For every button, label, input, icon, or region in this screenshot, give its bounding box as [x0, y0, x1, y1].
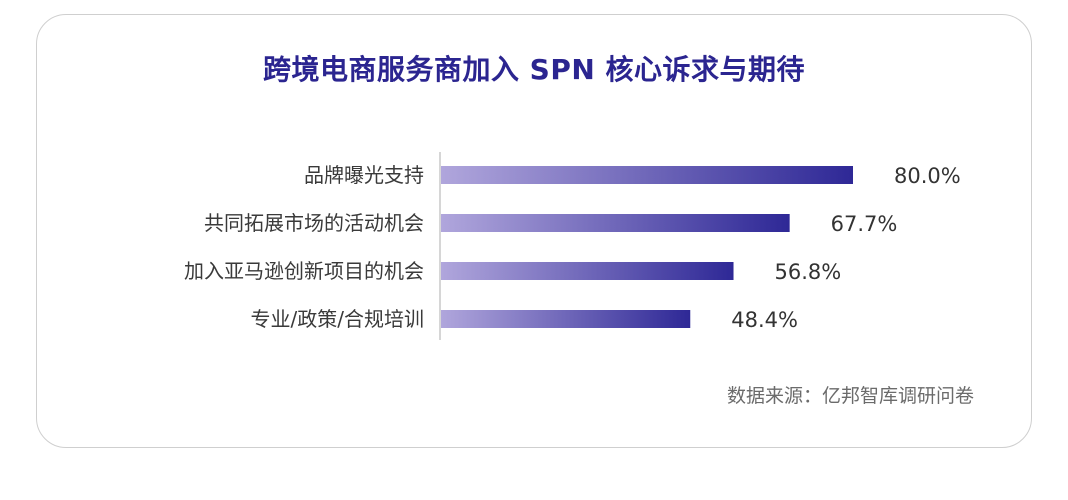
bar [441, 262, 734, 280]
data-source-note: 数据来源：亿邦智库调研问卷 [726, 385, 974, 407]
value-label: 67.7% [831, 212, 898, 236]
category-label: 加入亚马逊创新项目的机会 [184, 259, 424, 283]
chart-title: 跨境电商服务商加入 SPN 核心诉求与期待 [262, 53, 806, 86]
category-label: 共同拓展市场的活动机会 [204, 211, 424, 235]
value-label: 56.8% [775, 260, 842, 284]
bar [441, 214, 790, 232]
value-label: 48.4% [731, 308, 798, 332]
category-label: 专业/政策/合规培训 [251, 307, 424, 331]
value-label: 80.0% [894, 164, 961, 188]
category-label: 品牌曝光支持 [304, 163, 424, 187]
bar [441, 310, 691, 328]
bar [441, 166, 853, 184]
